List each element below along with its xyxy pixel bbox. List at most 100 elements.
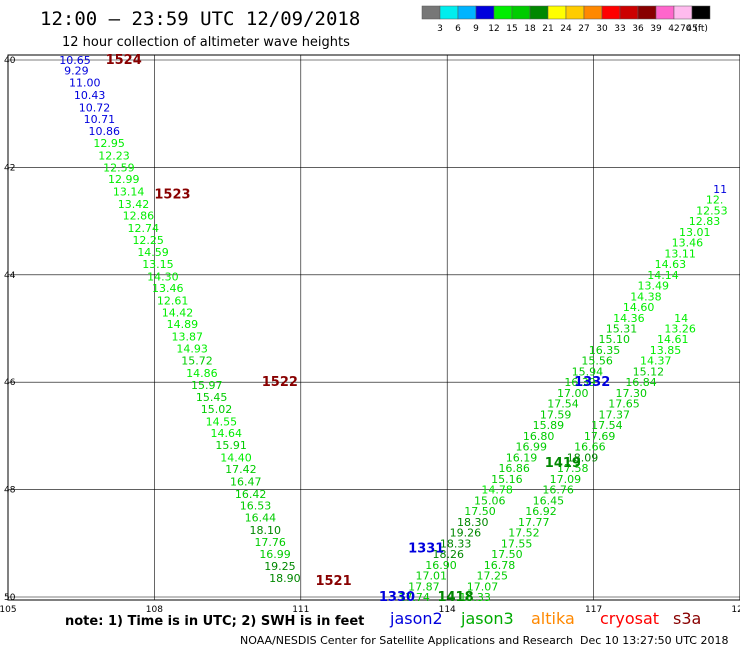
swh-value: 17.74 xyxy=(398,591,430,604)
colorbar-unit-label: 70 (ft) xyxy=(680,24,708,34)
swh-value: 15.72 xyxy=(181,355,213,368)
swh-value: 18.10 xyxy=(250,524,282,537)
swh-value: 18.30 xyxy=(457,516,489,529)
subtitle: 12 hour collection of altimeter wave hei… xyxy=(62,35,350,50)
satellite-legend: jason2 jason3 altika cryosat s3a xyxy=(389,609,701,628)
swh-value: 15.97 xyxy=(191,379,223,392)
swh-value: 15.45 xyxy=(196,391,228,404)
swh-value: 16.47 xyxy=(230,476,261,489)
swh-value: 17.69 xyxy=(584,430,616,443)
colorbar-swatch xyxy=(457,5,477,20)
swh-value: 14.61 xyxy=(657,333,689,346)
swh-value: 17.50 xyxy=(464,505,496,518)
swh-value: 15.02 xyxy=(201,403,233,416)
swh-value: 10.71 xyxy=(84,113,116,126)
swh-value: 16.44 xyxy=(245,512,277,525)
swh-value: 13.49 xyxy=(638,280,670,293)
swh-value: 17.25 xyxy=(476,570,508,583)
swh-value: 17.54 xyxy=(591,419,623,432)
swh-value: 15.12 xyxy=(633,365,665,378)
satellite-legend-item: altika xyxy=(531,609,575,628)
swh-value: 16.99 xyxy=(259,548,291,561)
colorbar-label: 21 xyxy=(542,24,553,34)
swh-value: 15.10 xyxy=(598,333,630,346)
swh-value: 14.42 xyxy=(162,306,194,319)
swh-value: 15.56 xyxy=(581,355,613,368)
swh-value: 15.91 xyxy=(215,439,247,452)
lat-tick-label: 44 xyxy=(4,271,16,281)
colorbar-swatch xyxy=(583,5,603,20)
swh-value: 18.09 xyxy=(567,451,599,464)
swh-value: 18.90 xyxy=(269,572,301,585)
swh-value: 14.59 xyxy=(137,246,169,259)
swh-value: 12.95 xyxy=(93,137,125,150)
swh-value: 16.86 xyxy=(498,462,530,475)
swh-value: 12.53 xyxy=(696,204,728,217)
swh-value: 16.19 xyxy=(506,451,538,464)
colorbar-swatch xyxy=(475,5,495,20)
swh-value: 14.86 xyxy=(186,367,218,380)
track-number: 1419 xyxy=(545,456,581,471)
lat-tick-label: 42 xyxy=(4,163,15,173)
swh-value: 17.76 xyxy=(254,536,286,549)
swh-value: 13.87 xyxy=(171,331,203,344)
swh-value: 12.83 xyxy=(689,215,721,228)
swh-value: 10.65 xyxy=(59,54,91,67)
page-title: 12:00 – 23:59 UTC 12/09/2018 xyxy=(40,8,360,30)
swh-value: 14.63 xyxy=(655,258,687,271)
lon-tick-label: 117 xyxy=(585,605,602,615)
swh-value: 15.89 xyxy=(533,419,565,432)
lat-tick-label: 40 xyxy=(4,56,16,66)
track-number: 1522 xyxy=(262,375,298,390)
colorbar-swatch xyxy=(691,5,711,20)
swh-value: 14.14 xyxy=(647,269,679,282)
swh-value: 16.78 xyxy=(484,559,516,572)
graticule: 40 42 44 46 48 50 105 108 111 114 117 120 xyxy=(0,55,740,615)
swh-value: 16.80 xyxy=(523,430,555,443)
colorbar-label: 24 xyxy=(560,24,572,34)
track-number: 1521 xyxy=(315,574,351,589)
swh-value: 16.66 xyxy=(574,441,606,454)
satellite-legend-item: cryosat xyxy=(600,609,659,628)
swh-value: 10.86 xyxy=(89,125,121,138)
swh-value: 16.33 xyxy=(459,591,491,604)
swh-value: 11.00 xyxy=(69,77,101,90)
swh-value: 17.55 xyxy=(501,537,533,550)
swh-value: 15.06 xyxy=(474,494,506,507)
lon-tick-label: 108 xyxy=(146,605,163,615)
swh-value: 13.46 xyxy=(152,282,184,295)
colorbar-swatch xyxy=(637,5,657,20)
track-number: 1331 xyxy=(408,542,444,557)
colorbar-swatch xyxy=(619,5,639,20)
track-number: 1332 xyxy=(574,375,610,390)
swh-value: 17.00 xyxy=(557,387,589,400)
colorbar-swatch xyxy=(493,5,513,20)
swh-value: 14.55 xyxy=(206,415,238,428)
colorbar-label: 30 xyxy=(596,24,608,34)
colorbar-label: 6 xyxy=(455,24,461,34)
colorbar-label: 36 xyxy=(632,24,644,34)
swh-value: 12.23 xyxy=(98,150,130,163)
satellite-legend-item: jason2 xyxy=(389,609,443,628)
track-number: 1524 xyxy=(106,53,142,68)
swh-value: 16.42 xyxy=(235,488,266,501)
swh-value: 13.42 xyxy=(118,198,150,211)
satellite-legend-item: s3a xyxy=(673,609,701,628)
lon-tick-label: 120 xyxy=(731,605,740,615)
swh-value: 16.45 xyxy=(533,494,565,507)
swh-value: 13.85 xyxy=(650,344,682,357)
swh-value: 14.36 xyxy=(613,312,645,325)
swh-value: 12.61 xyxy=(157,295,189,308)
lat-tick-label: 50 xyxy=(4,593,16,603)
swh-value: 13.26 xyxy=(664,323,696,336)
swh-value: 14.37 xyxy=(640,355,672,368)
colorbar-swatch xyxy=(547,5,567,20)
swh-value: 16.90 xyxy=(425,559,457,572)
note-text: note: 1) Time is in UTC; 2) SWH is in fe… xyxy=(65,614,364,629)
swh-value: 17.50 xyxy=(491,548,523,561)
swh-value: 16.39 xyxy=(564,376,596,389)
swh-value: 17.52 xyxy=(508,527,540,540)
swh-value: 17.87 xyxy=(408,580,440,593)
swh-value: 17.58 xyxy=(557,462,589,475)
